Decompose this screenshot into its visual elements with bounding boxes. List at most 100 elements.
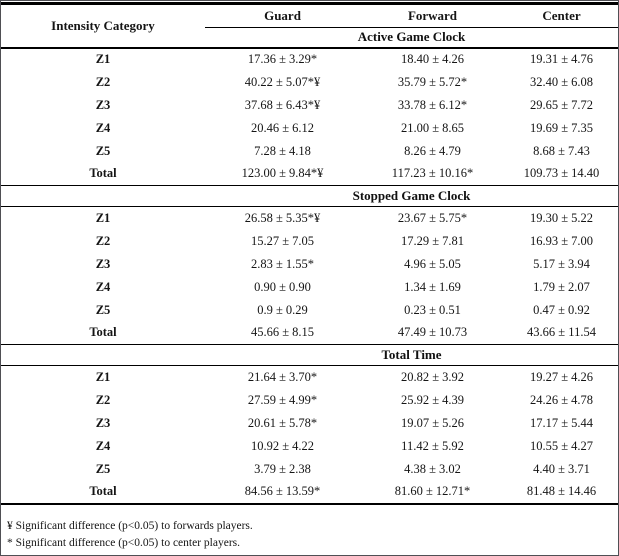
row-label: Z4: [95, 120, 111, 135]
center-value-cell: 19.69 ± 7.35: [529, 120, 594, 135]
section-title: Active Game Clock: [205, 27, 618, 49]
row-label: Z2: [95, 233, 111, 248]
guard-value-cell: 27.59 ± 4.99*: [247, 392, 318, 407]
intensity-results-table: Intensity Category Guard Forward Center …: [1, 2, 618, 505]
footnote-forwards: ¥ Significant difference (p<0.05) to for…: [7, 519, 253, 532]
row-label: Total: [89, 325, 117, 340]
forward-value-cell: 35.79 ± 5.72*: [397, 74, 468, 89]
guard-value-cell: 40.22 ± 5.07*¥: [244, 74, 321, 89]
section-header-row: Total Time: [1, 344, 618, 366]
table-row: Z1 17.36 ± 3.29* 18.40 ± 4.26 19.31 ± 4.76: [1, 48, 618, 71]
column-header-intensity-category: Intensity Category: [1, 3, 205, 49]
center-value-cell: 109.73 ± 14.40: [523, 166, 600, 181]
guard-value-cell: 2.83 ± 1.55*: [250, 256, 315, 271]
forward-value-cell: 23.67 ± 5.75*: [397, 210, 468, 225]
table-body: Z1 17.36 ± 3.29* 18.40 ± 4.26 19.31 ± 4.76 Z…: [1, 48, 618, 504]
guard-value-cell: 26.58 ± 5.35*¥: [244, 210, 321, 225]
section-header-spacer: [1, 344, 205, 366]
guard-value-cell: 15.27 ± 7.05: [250, 233, 315, 248]
guard-value-cell: 20.46 ± 6.12: [250, 120, 315, 135]
section-title: Stopped Game Clock: [205, 185, 618, 207]
row-label: Z4: [95, 279, 111, 294]
section-header-row: Stopped Game Clock: [1, 185, 618, 207]
row-label: Z3: [95, 97, 111, 112]
forward-value-cell: 8.26 ± 4.79: [404, 143, 461, 158]
forward-value-cell: 81.60 ± 12.71*: [394, 484, 471, 498]
forward-value-cell: 11.42 ± 5.92: [401, 438, 464, 453]
center-value-cell: 19.30 ± 5.22: [529, 210, 594, 225]
forward-value-cell: 20.82 ± 3.92: [400, 369, 465, 384]
forward-value-cell: 4.96 ± 5.05: [404, 256, 461, 271]
table-row: Z4 20.46 ± 6.12 21.00 ± 8.65 19.69 ± 7.35: [1, 117, 618, 140]
table-row: Z5 3.79 ± 2.38 4.38 ± 3.02 4.40 ± 3.71: [1, 458, 618, 481]
center-value-cell: 10.55 ± 4.27: [529, 438, 594, 453]
table-row: Total 123.00 ± 9.84*¥ 117.23 ± 10.16* 109.7…: [1, 163, 618, 186]
guard-value-cell: 7.28 ± 4.18: [254, 143, 311, 158]
center-value-cell: 1.79 ± 2.07: [533, 279, 590, 294]
center-value-cell: 24.26 ± 4.78: [529, 392, 594, 407]
center-value-cell: 8.68 ± 7.43: [533, 143, 590, 158]
column-header-guard: Guard: [205, 3, 360, 28]
row-label: Z3: [95, 415, 111, 430]
center-value-cell: 17.17 ± 5.44: [529, 415, 594, 430]
section-header-row: Active Game Clock: [1, 27, 618, 49]
row-label: Z5: [95, 461, 111, 476]
table-row: Z2 40.22 ± 5.07*¥ 35.79 ± 5.72* 32.40 ± 6.0…: [1, 71, 618, 94]
table-row: Total 84.56 ± 13.59* 81.60 ± 12.71* 81.48 ±…: [1, 481, 618, 504]
row-label: Z4: [95, 438, 111, 453]
table-row: Z3 2.83 ± 1.55* 4.96 ± 5.05 5.17 ± 3.94: [1, 253, 618, 276]
table-header: Intensity Category Guard Forward Center …: [1, 3, 618, 49]
column-header-center: Center: [505, 3, 618, 28]
forward-value-cell: 33.78 ± 6.12*: [397, 97, 468, 112]
forward-value-cell: 17.29 ± 7.81: [400, 233, 465, 248]
footnotes: ¥ Significant difference (p<0.05) to for…: [1, 518, 618, 552]
guard-value-cell: 123.00 ± 9.84*¥: [241, 166, 324, 181]
forward-value-cell: 117.23 ± 10.16*: [391, 166, 474, 181]
row-label: Z1: [95, 52, 111, 66]
guard-value-cell: 17.36 ± 3.29*: [247, 52, 318, 66]
table-row: Z1 26.58 ± 5.35*¥ 23.67 ± 5.75* 19.30 ± 5.2…: [1, 207, 618, 230]
section-title: Total Time: [205, 344, 618, 366]
table-row: Z3 20.61 ± 5.78* 19.07 ± 5.26 17.17 ± 5.44: [1, 412, 618, 435]
table-row: Z5 7.28 ± 4.18 8.26 ± 4.79 8.68 ± 7.43: [1, 140, 618, 163]
center-value-cell: 0.47 ± 0.92: [533, 302, 590, 317]
table-row: Z2 15.27 ± 7.05 17.29 ± 7.81 16.93 ± 7.00: [1, 230, 618, 253]
forward-value-cell: 19.07 ± 5.26: [400, 415, 465, 430]
guard-value-cell: 84.56 ± 13.59*: [244, 484, 321, 498]
guard-value-cell: 20.61 ± 5.78*: [247, 415, 318, 430]
guard-value-cell: 0.9 ± 0.29: [257, 302, 308, 317]
forward-value-cell: 0.23 ± 0.51: [404, 302, 461, 317]
forward-value-cell: 4.38 ± 3.02: [404, 461, 461, 476]
table-row: Z4 0.90 ± 0.90 1.34 ± 1.69 1.79 ± 2.07: [1, 276, 618, 299]
guard-value-cell: 0.90 ± 0.90: [254, 279, 311, 294]
forward-value-cell: 1.34 ± 1.69: [404, 279, 461, 294]
row-label: Z3: [95, 256, 111, 271]
footnote-center: * Significant difference (p<0.05) to cen…: [7, 536, 240, 549]
center-value-cell: 4.40 ± 3.71: [533, 461, 590, 476]
table-row: Z3 37.68 ± 6.43*¥ 33.78 ± 6.12* 29.65 ± 7.7…: [1, 94, 618, 117]
center-value-cell: 19.31 ± 4.76: [529, 52, 594, 66]
guard-value-cell: 21.64 ± 3.70*: [247, 369, 318, 384]
row-label: Z2: [95, 392, 111, 407]
row-label: Z1: [95, 369, 111, 384]
guard-value-cell: 3.79 ± 2.38: [254, 461, 311, 476]
position-header-row: Intensity Category Guard Forward Center: [1, 3, 618, 49]
center-value-cell: 29.65 ± 7.72: [529, 97, 594, 112]
guard-value-cell: 10.92 ± 4.22: [250, 438, 315, 453]
table-row: Total 45.66 ± 8.15 47.49 ± 10.73 43.66 ± 11…: [1, 322, 618, 345]
column-header-forward: Forward: [360, 3, 505, 28]
center-value-cell: 32.40 ± 6.08: [529, 74, 594, 89]
row-label: Z5: [95, 143, 111, 158]
section-header-spacer: [1, 185, 205, 207]
row-label: Z5: [95, 302, 111, 317]
row-label: Total: [89, 484, 117, 498]
table-row: Z4 10.92 ± 4.22 11.42 ± 5.92 10.55 ± 4.27: [1, 435, 618, 458]
center-value-cell: 43.66 ± 11.54: [527, 325, 596, 340]
table-row: Z1 21.64 ± 3.70* 20.82 ± 3.92 19.27 ± 4.26: [1, 366, 618, 389]
center-value-cell: 81.48 ± 14.46: [526, 484, 597, 498]
table-row: Z2 27.59 ± 4.99* 25.92 ± 4.39 24.26 ± 4.78: [1, 389, 618, 412]
center-value-cell: 16.93 ± 7.00: [529, 233, 594, 248]
guard-value-cell: 37.68 ± 6.43*¥: [244, 97, 321, 112]
center-value-cell: 5.17 ± 3.94: [533, 256, 590, 271]
